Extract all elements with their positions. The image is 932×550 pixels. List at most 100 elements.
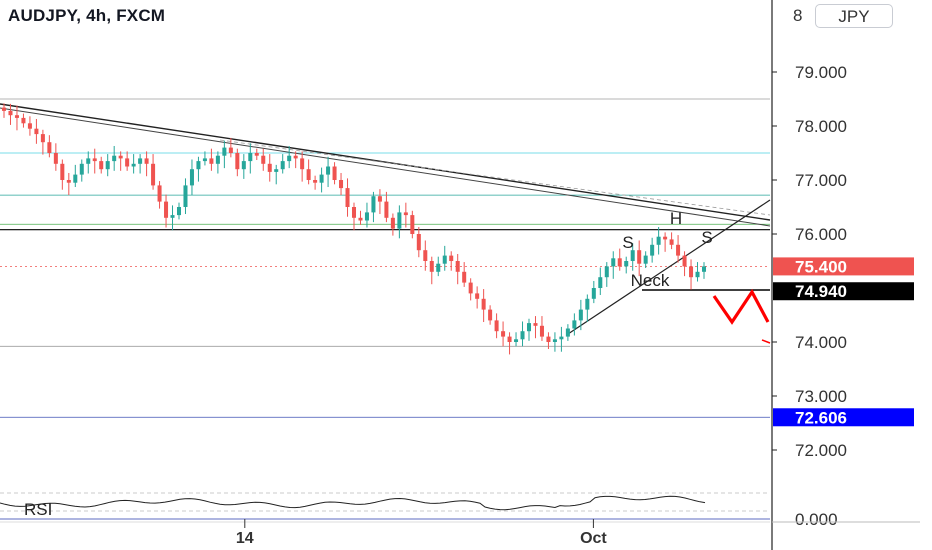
candle [475, 286, 480, 309]
candle [14, 105, 19, 131]
candle [79, 159, 84, 182]
candle-body [287, 155, 292, 162]
candle-body [8, 110, 13, 116]
candle-body [455, 261, 460, 272]
candle [572, 313, 577, 336]
currency-badge[interactable]: JPY [815, 4, 893, 28]
candle [86, 151, 91, 174]
candle [287, 145, 292, 169]
price-tag[interactable]: 74.940 [773, 282, 914, 301]
price-tag-label: 75.400 [795, 257, 847, 276]
candle [53, 143, 58, 171]
candle-body [157, 185, 162, 202]
candle-body [442, 255, 447, 264]
candle-body [384, 201, 389, 218]
candle-body [86, 158, 91, 164]
annotation-neck: Neck [631, 271, 670, 290]
candle [92, 148, 97, 174]
candle-body [14, 115, 19, 118]
candle-body [637, 250, 642, 264]
time-tick-label: 14 [236, 530, 254, 547]
annotation-s: S [701, 228, 712, 247]
candle-body [170, 215, 175, 218]
candle-body [501, 331, 506, 337]
candle-body [79, 163, 84, 175]
price-tag[interactable]: 72.606 [773, 408, 914, 427]
candle [377, 189, 382, 215]
candle-body [21, 117, 26, 124]
candle [261, 148, 266, 171]
candle-body [617, 258, 622, 267]
candle-body [624, 261, 629, 267]
candle-body [552, 339, 557, 342]
candle-body [585, 298, 590, 310]
candle-body [293, 155, 298, 159]
price-tick-label: 77.000 [795, 171, 847, 190]
candle-body [300, 158, 305, 170]
candle [585, 294, 590, 323]
rsi-line [0, 495, 706, 511]
candle-body [261, 155, 266, 164]
candle-body [377, 196, 382, 202]
candle-body [650, 244, 655, 256]
candle [462, 262, 467, 287]
candle [643, 251, 648, 269]
candle [442, 245, 447, 271]
candle [274, 164, 279, 185]
descending-trendline-lower [0, 107, 771, 227]
candle [656, 226, 661, 255]
candle [293, 151, 298, 169]
candle-body [429, 261, 434, 272]
candle-body [358, 217, 363, 221]
candle [533, 316, 538, 339]
candle-body [423, 250, 428, 261]
candle-body [507, 336, 512, 342]
candle-body [643, 255, 648, 264]
candle-body [676, 244, 681, 256]
candle-body [228, 147, 233, 153]
candle [332, 162, 337, 185]
candle-body [630, 250, 635, 261]
dashed-trendline [219, 139, 771, 216]
candle [565, 324, 570, 341]
time-axis[interactable]: 14 Oct [0, 519, 770, 547]
price-tag[interactable]: 75.400 [773, 257, 914, 276]
price-tick-label: 76.000 [795, 225, 847, 244]
candle-body [494, 320, 499, 332]
candle [196, 156, 201, 182]
candle [552, 332, 557, 352]
candle-body [371, 196, 376, 213]
candle [501, 321, 506, 347]
candle [624, 256, 629, 274]
candle-body [701, 266, 707, 272]
candle-body [364, 212, 369, 221]
candle-body [604, 266, 609, 278]
candle-body [138, 158, 143, 164]
candle [339, 172, 344, 196]
price-tag-label: 74.940 [795, 282, 847, 301]
candle-body [66, 180, 71, 183]
candle [202, 151, 207, 166]
price-tick-label: 78.000 [795, 117, 847, 136]
candle [611, 251, 616, 279]
rsi-pane: RSI [0, 492, 770, 520]
price-axis[interactable]: 79.000 78.000 77.000 76.000 74.000 73.000 72.0… [771, 0, 920, 550]
candle [468, 278, 473, 301]
price-tick-label: 79.000 [795, 63, 847, 82]
candle-body [695, 271, 700, 278]
candle-body [151, 163, 156, 186]
candle [280, 154, 285, 174]
candle-body [60, 163, 65, 180]
candle [47, 135, 52, 158]
candle-body [34, 128, 39, 135]
candle [682, 251, 687, 277]
candle [520, 321, 525, 347]
candle [164, 194, 169, 228]
projection-zigzag [712, 288, 770, 325]
candle-body [403, 212, 408, 216]
candle-body [514, 339, 519, 342]
price-tag-box [773, 282, 914, 301]
candle [481, 289, 486, 323]
candle [99, 156, 104, 174]
